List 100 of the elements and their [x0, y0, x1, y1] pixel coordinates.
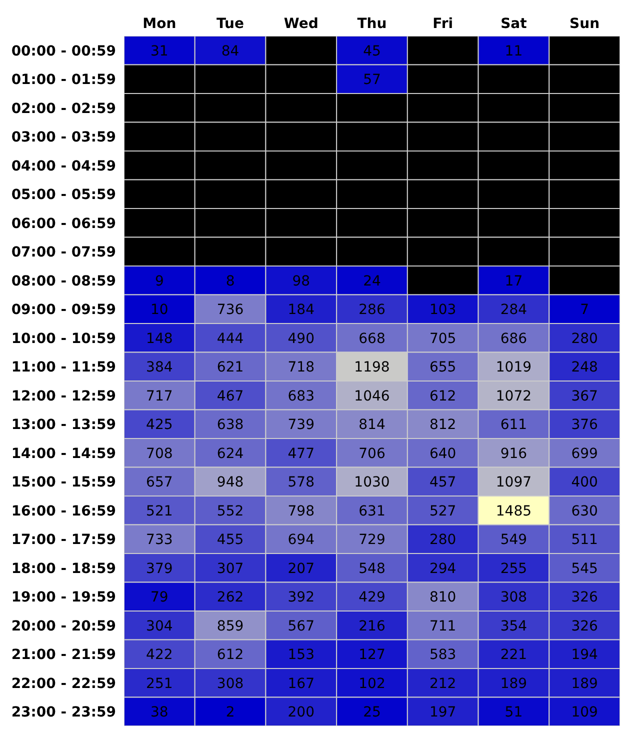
- data-label: 38: [150, 704, 168, 721]
- data-label: 455: [216, 532, 244, 548]
- data-label: 545: [571, 560, 598, 577]
- y-tick-label: 16:00 - 16:59: [11, 503, 116, 520]
- y-tick-label: 19:00 - 19:59: [11, 590, 116, 606]
- data-label: 45: [363, 43, 381, 60]
- data-label: 548: [358, 560, 386, 577]
- data-label: 444: [216, 330, 244, 347]
- data-label: 25: [363, 704, 381, 721]
- data-label: 578: [288, 474, 315, 491]
- y-tick-label: 13:00 - 13:59: [11, 417, 116, 434]
- data-label: 567: [288, 618, 315, 634]
- data-label: 1485: [496, 503, 532, 520]
- y-tick-label: 08:00 - 08:59: [11, 273, 116, 290]
- data-label: 197: [429, 704, 456, 721]
- data-label: 17: [504, 273, 523, 290]
- y-tick-label: 10:00 - 10:59: [11, 330, 116, 347]
- data-label: 248: [571, 360, 598, 376]
- y-tick-label: 17:00 - 17:59: [11, 532, 116, 548]
- y-tick-label: 02:00 - 02:59: [11, 100, 116, 117]
- data-label: 189: [500, 676, 528, 692]
- data-label: 167: [288, 676, 315, 692]
- data-label: 527: [429, 503, 456, 520]
- data-label: 810: [429, 590, 456, 606]
- y-tick-label: 14:00 - 14:59: [11, 446, 116, 462]
- data-label: 717: [146, 388, 173, 404]
- data-label: 102: [358, 676, 386, 692]
- data-label: 11: [504, 43, 523, 60]
- data-label: 729: [358, 532, 386, 548]
- data-label: 354: [500, 618, 528, 634]
- data-label: 127: [358, 647, 386, 664]
- data-label: 207: [288, 560, 315, 577]
- y-tick-label: 20:00 - 20:59: [11, 618, 116, 634]
- data-label: 308: [500, 590, 528, 606]
- data-label: 24: [363, 273, 381, 290]
- y-tick-label: 11:00 - 11:59: [11, 360, 116, 376]
- data-label: 367: [571, 388, 598, 404]
- data-label: 1046: [354, 388, 390, 404]
- y-tick-label: 18:00 - 18:59: [11, 560, 116, 577]
- data-label: 216: [358, 618, 386, 634]
- data-label: 31: [150, 43, 168, 60]
- x-tick-label: Sun: [570, 16, 600, 32]
- data-label: 812: [429, 417, 456, 434]
- data-label: 376: [571, 417, 598, 434]
- data-label: 1072: [496, 388, 532, 404]
- data-label: 57: [363, 72, 381, 88]
- y-tick-label: 03:00 - 03:59: [11, 130, 116, 146]
- data-label: 284: [500, 302, 528, 318]
- data-label: 280: [429, 532, 456, 548]
- data-label: 200: [288, 704, 315, 721]
- y-tick-label: 23:00 - 23:59: [11, 704, 116, 721]
- data-label: 9: [154, 273, 164, 290]
- y-tick-label: 06:00 - 06:59: [11, 216, 116, 232]
- data-label: 422: [146, 647, 173, 664]
- data-label: 521: [146, 503, 173, 520]
- y-tick-label: 05:00 - 05:59: [11, 187, 116, 204]
- data-label: 718: [288, 360, 315, 376]
- data-label: 326: [571, 590, 598, 606]
- data-label: 189: [571, 676, 598, 692]
- data-label: 84: [221, 43, 240, 60]
- data-label: 611: [500, 417, 528, 434]
- data-label: 490: [288, 330, 315, 347]
- data-label: 1097: [496, 474, 532, 491]
- data-label: 630: [571, 503, 598, 520]
- data-label: 612: [429, 388, 456, 404]
- data-label: 657: [146, 474, 173, 491]
- data-label: 307: [216, 560, 244, 577]
- data-label: 457: [429, 474, 456, 491]
- data-label: 326: [571, 618, 598, 634]
- data-label: 308: [216, 676, 244, 692]
- data-label: 814: [358, 417, 386, 434]
- data-label: 379: [146, 560, 173, 577]
- data-label: 708: [146, 446, 173, 462]
- data-label: 511: [571, 532, 598, 548]
- data-label: 400: [571, 474, 598, 491]
- x-tick-label: Thu: [357, 16, 387, 32]
- y-tick-label: 09:00 - 09:59: [11, 302, 116, 318]
- data-label: 221: [500, 647, 528, 664]
- data-label: 736: [216, 302, 244, 318]
- data-label: 798: [288, 503, 315, 520]
- data-label: 8: [226, 273, 235, 290]
- data-label: 683: [288, 388, 315, 404]
- data-label: 638: [216, 417, 244, 434]
- data-label: 705: [429, 330, 456, 347]
- data-label: 148: [146, 330, 173, 347]
- data-label: 1030: [354, 474, 390, 491]
- data-label: 631: [358, 503, 386, 520]
- x-tick-label: Tue: [216, 16, 244, 32]
- data-label: 699: [571, 446, 598, 462]
- data-label: 392: [288, 590, 315, 606]
- data-label: 739: [288, 417, 315, 434]
- y-tick-label: 04:00 - 04:59: [11, 158, 116, 174]
- data-label: 706: [358, 446, 386, 462]
- y-tick-label: 15:00 - 15:59: [11, 474, 116, 491]
- data-label: 384: [146, 360, 173, 376]
- data-label: 552: [216, 503, 244, 520]
- data-label: 294: [429, 560, 456, 577]
- data-label: 624: [216, 446, 244, 462]
- data-label: 733: [146, 532, 173, 548]
- data-label: 262: [216, 590, 244, 606]
